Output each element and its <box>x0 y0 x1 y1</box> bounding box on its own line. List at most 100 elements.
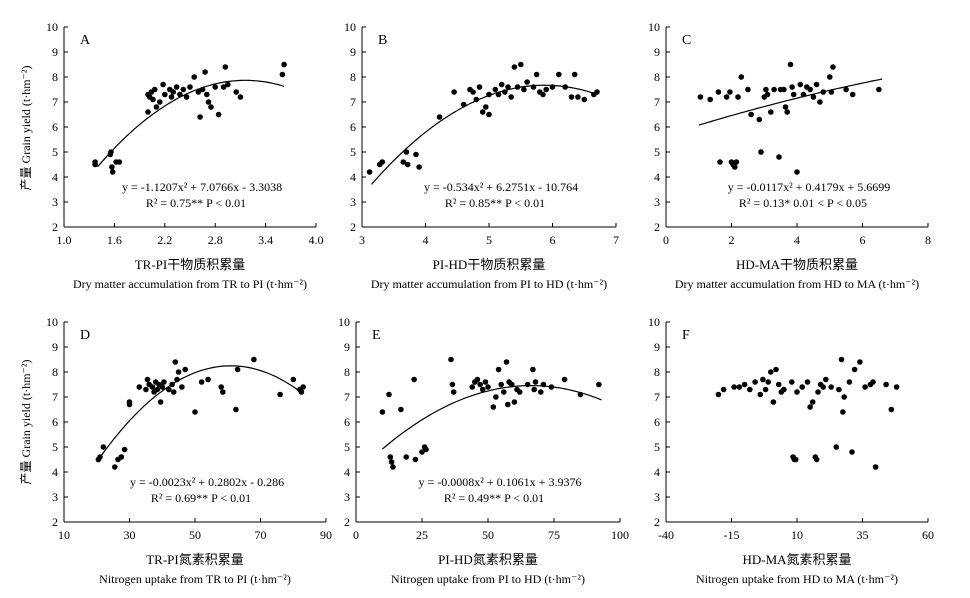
data-point <box>543 86 549 93</box>
data-point <box>846 379 853 385</box>
y-axis-title-en: Grain yield <box>19 403 33 457</box>
fit-equation: y = -0.0008x² + 0.1061x + 3.9376 <box>419 475 582 489</box>
data-point <box>577 391 584 398</box>
data-point <box>530 84 537 90</box>
data-point <box>827 74 833 80</box>
x-axis-label-en-text: Nitrogen uptake from TR to PI <box>99 572 247 586</box>
data-point <box>533 71 540 78</box>
data-point <box>479 386 486 393</box>
data-point <box>893 384 900 390</box>
y-axis-title-cn: 产量 <box>19 460 33 484</box>
data-point <box>756 116 763 123</box>
data-point <box>876 86 882 93</box>
data-point <box>423 446 429 453</box>
data-point <box>815 389 821 395</box>
data-point <box>450 389 457 395</box>
data-point <box>136 384 143 390</box>
y-axis-title-unit: (t·hm⁻²) <box>19 360 33 401</box>
y-tick-label: 8 <box>52 365 58 379</box>
y-axis-title: 产量 Grain yield (t·hm⁻²) <box>19 66 33 191</box>
data-point <box>524 79 530 85</box>
data-point <box>747 386 753 393</box>
data-point <box>411 376 417 383</box>
x-axis-label-en-text: Dry matter accumulation from TR to PI <box>73 277 263 291</box>
data-point <box>109 164 115 170</box>
y-tick-label: 5 <box>52 145 58 159</box>
data-point <box>97 454 103 460</box>
data-point <box>745 86 751 93</box>
data-point <box>804 379 811 385</box>
y-tick-label: 10 <box>648 315 660 329</box>
y-tick-label: 2 <box>52 220 58 234</box>
y-tick-label: 7 <box>654 390 660 404</box>
data-point <box>172 359 179 365</box>
y-tick-label: 7 <box>654 95 660 109</box>
data-point <box>514 84 521 90</box>
panel-letter: D <box>80 328 90 343</box>
data-point <box>168 94 175 100</box>
data-point <box>225 81 231 88</box>
data-point <box>503 359 510 365</box>
x-axis-label-cn: HD-MA氮素积累量 <box>742 552 851 567</box>
x-tick-label: 6 <box>860 233 866 247</box>
data-point <box>530 366 536 373</box>
data-point <box>538 389 544 395</box>
y-tick-label: 4 <box>344 465 350 479</box>
data-point <box>810 94 817 100</box>
data-point <box>758 149 764 155</box>
data-point <box>787 61 794 68</box>
data-point <box>474 376 481 383</box>
x-tick-label: 2.8 <box>208 233 223 247</box>
fit-curve <box>96 365 304 463</box>
data-point <box>177 91 183 98</box>
y-axis-title-cn: 产量 <box>19 166 33 190</box>
data-point <box>220 84 227 90</box>
data-point <box>449 381 456 388</box>
y-tick-label: 4 <box>52 170 58 184</box>
x-axis-label-en: Nitrogen uptake from TR to PI (t·hm⁻²) <box>99 572 291 586</box>
data-point <box>234 366 241 373</box>
y-tick-label: 3 <box>52 195 58 209</box>
data-point <box>191 74 197 80</box>
data-point <box>157 399 164 405</box>
data-point <box>237 94 244 100</box>
data-point <box>784 109 790 115</box>
data-point <box>540 381 547 388</box>
data-point <box>720 386 727 393</box>
data-point <box>379 159 386 165</box>
y-tick-label: 5 <box>654 145 660 159</box>
x-axis-label-cn: TR-PI氮素积累量 <box>146 552 244 567</box>
data-point <box>762 386 769 393</box>
data-point <box>220 389 226 395</box>
data-point <box>195 89 202 95</box>
x-axis-label-cn: PI-HD氮素积累量 <box>438 552 538 567</box>
data-point <box>807 404 813 410</box>
x-axis-label-en: Dry matter accumulation from PI to HD (t… <box>371 277 607 291</box>
data-point <box>581 96 588 103</box>
x-tick-label: 60 <box>922 528 934 542</box>
data-point <box>781 386 787 393</box>
data-point <box>183 94 190 100</box>
data-point <box>532 379 539 385</box>
y-tick-label: 8 <box>654 70 660 84</box>
panel-f: 2 3 4 5 6 7 8 9 10 -40 -15 10 35 60 F HD-MA氮素积累量 Nitroge… <box>648 315 934 586</box>
data-point <box>508 94 514 100</box>
y-tick-label: 7 <box>52 95 58 109</box>
y-tick-label: 3 <box>52 490 58 504</box>
y-tick-label: 6 <box>654 120 660 134</box>
data-point <box>509 381 515 388</box>
y-tick-label: 7 <box>350 95 356 109</box>
data-point <box>436 114 443 120</box>
data-point <box>841 394 847 400</box>
data-point <box>388 459 395 465</box>
x-axis-label-en-text: Dry matter accumulation from HD to MA <box>675 277 877 291</box>
data-point <box>727 89 733 95</box>
x-tick-label: 1.0 <box>57 233 72 247</box>
panel-d: 2 3 4 5 6 7 8 9 10 10 30 50 70 90 Dy = -0.0023x² + 0.2… <box>46 315 332 586</box>
fit-r2: R² = 0.69** P < 0.01 <box>151 491 251 505</box>
data-point <box>151 86 158 93</box>
data-point <box>233 406 239 413</box>
data-point <box>495 91 502 98</box>
data-point <box>531 386 537 393</box>
panel-letter: E <box>372 328 381 343</box>
